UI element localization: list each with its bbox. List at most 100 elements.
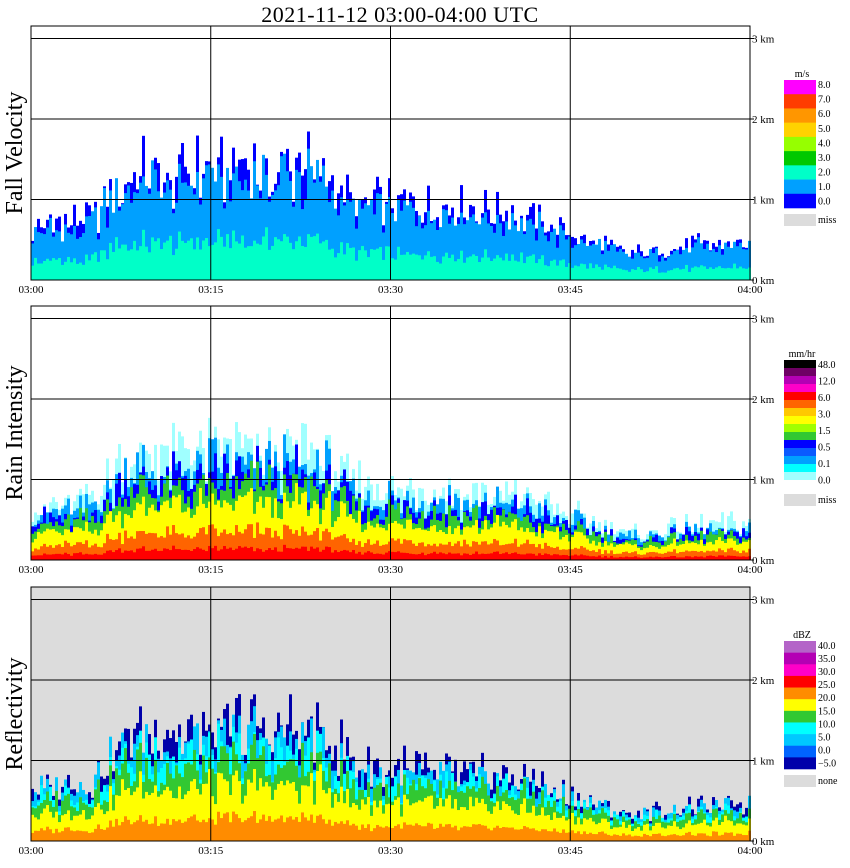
echo-cell — [97, 239, 100, 280]
echo-cell — [79, 552, 82, 560]
echo-cell — [142, 496, 145, 560]
echo-cell — [259, 533, 262, 560]
echo-cell — [217, 550, 220, 560]
echo-cell — [436, 827, 439, 841]
echo-cell — [652, 557, 655, 560]
echo-cell — [31, 265, 34, 280]
x-tick-label: 03:30 — [378, 284, 404, 296]
echo-cell — [175, 248, 178, 280]
echo-cell — [580, 554, 583, 560]
echo-cell — [262, 786, 265, 841]
echo-cell — [100, 547, 103, 560]
echo-cell — [433, 256, 436, 280]
echo-cell — [580, 824, 583, 841]
legend-label: 1.0 — [818, 182, 831, 193]
echo-cell — [193, 814, 196, 841]
echo-cell — [64, 261, 67, 280]
echo-cell — [484, 553, 487, 560]
echo-cell — [298, 504, 301, 560]
echo-cell — [643, 554, 646, 560]
echo-cell — [268, 528, 271, 560]
echo-cell — [148, 532, 151, 560]
echo-cell — [325, 546, 328, 560]
y-tick-label: 3 km — [752, 314, 775, 326]
echo-cell — [52, 529, 55, 560]
echo-cell — [157, 238, 160, 280]
echo-cell — [736, 823, 739, 841]
echo-cell — [469, 826, 472, 841]
echo-cell — [271, 245, 274, 280]
echo-cell — [169, 508, 172, 560]
echo-cell — [643, 272, 646, 280]
echo-field — [31, 694, 751, 841]
echo-cell — [139, 182, 142, 280]
echo-cell — [556, 817, 559, 841]
echo-cell — [421, 801, 424, 841]
legend-label: 35.0 — [818, 654, 836, 665]
y-tick-label: 0 km — [752, 836, 775, 848]
echo-cell — [160, 536, 163, 560]
echo-cell — [631, 836, 634, 841]
echo-cell — [250, 816, 253, 841]
echo-cell — [85, 553, 88, 560]
echo-cell — [421, 542, 424, 560]
echo-cell — [244, 795, 247, 841]
echo-cell — [250, 524, 253, 560]
echo-cell — [496, 255, 499, 280]
echo-cell — [103, 523, 106, 560]
echo-cell — [163, 192, 166, 280]
legend-swatch — [784, 376, 816, 385]
echo-cell — [715, 817, 718, 841]
echo-cell — [58, 822, 61, 841]
echo-cell — [289, 180, 292, 280]
echo-cell — [61, 264, 64, 280]
echo-cell — [334, 537, 337, 560]
echo-cell — [67, 810, 70, 841]
echo-cell — [511, 543, 514, 560]
echo-cell — [667, 551, 670, 560]
echo-cell — [484, 825, 487, 841]
echo-cell — [319, 551, 322, 560]
echo-cell — [505, 524, 508, 560]
echo-cell — [202, 527, 205, 560]
echo-cell — [451, 254, 454, 280]
echo-cell — [490, 553, 493, 560]
echo-cell — [694, 556, 697, 560]
echo-cell — [289, 548, 292, 560]
echo-cell — [136, 820, 139, 841]
echo-cell — [616, 827, 619, 841]
echo-cell — [736, 246, 739, 280]
echo-cell — [256, 243, 259, 280]
echo-cell — [481, 553, 484, 560]
echo-cell — [61, 554, 64, 560]
echo-cell — [31, 555, 34, 560]
echo-cell — [310, 236, 313, 280]
echo-cell — [211, 167, 214, 280]
echo-cell — [67, 554, 70, 560]
echo-cell — [481, 257, 484, 280]
echo-cell — [451, 546, 454, 560]
echo-cell — [253, 551, 256, 560]
echo-cell — [580, 834, 583, 841]
echo-cell — [739, 266, 742, 280]
echo-cell — [64, 827, 67, 841]
echo-cell — [367, 539, 370, 560]
echo-cell — [601, 553, 604, 560]
echo-cell — [310, 508, 313, 560]
echo-cell — [709, 251, 712, 280]
echo-cell — [136, 548, 139, 560]
echo-cell — [412, 207, 415, 280]
echo-cell — [742, 550, 745, 560]
echo-cell — [664, 836, 667, 841]
echo-cell — [487, 553, 490, 560]
legend-swatch — [784, 108, 816, 123]
echo-cell — [505, 803, 508, 841]
echo-cell — [745, 541, 748, 560]
echo-cell — [526, 256, 529, 280]
echo-cell — [394, 221, 397, 280]
echo-cell — [415, 254, 418, 280]
echo-cell — [46, 227, 49, 280]
echo-cell — [241, 822, 244, 841]
echo-cell — [538, 831, 541, 841]
echo-cell — [526, 827, 529, 841]
